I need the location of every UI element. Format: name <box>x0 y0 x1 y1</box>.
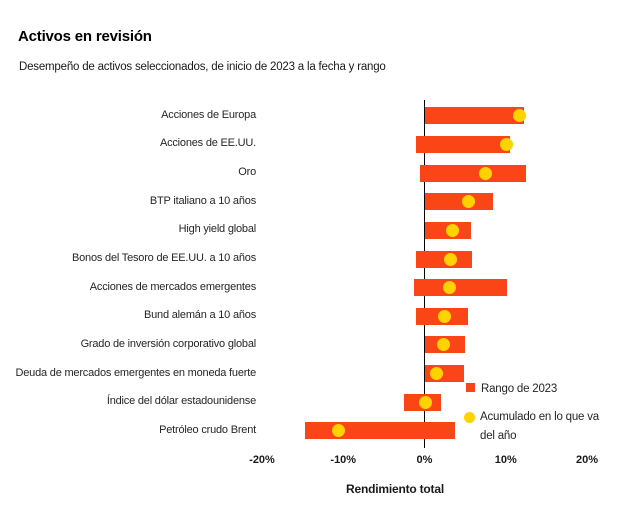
range-bar <box>305 422 456 440</box>
range-bar <box>420 164 527 182</box>
category-label: Índice del dólar estadounidense <box>106 395 256 408</box>
x-tick-label: 0% <box>416 454 433 466</box>
x-tick-label: -10% <box>330 454 357 466</box>
ytd-marker <box>444 252 457 266</box>
category-label: Acciones de Europa <box>161 108 256 121</box>
x-tick-label: 20% <box>575 454 599 466</box>
ytd-marker <box>331 424 345 438</box>
legend-ytd-label-line1: Acumulado en lo que va <box>480 411 599 423</box>
x-tick-label: -20% <box>249 454 275 466</box>
category-label: Deuda de mercados emergentes en moneda f… <box>15 366 257 379</box>
ytd-marker <box>438 309 452 323</box>
legend-item-ytd: Acumulado en lo que va del año <box>464 408 599 446</box>
category-label: Acciones de EE.UU. <box>159 137 256 150</box>
category-label: Grado de inversión corporativo global <box>80 337 257 350</box>
x-tick-label: 10% <box>494 454 517 466</box>
range-bar <box>413 279 507 297</box>
ytd-marker <box>418 395 432 409</box>
category-label: BTP italiano a 10 años <box>149 194 256 207</box>
ytd-marker <box>445 223 459 237</box>
range-bar <box>424 193 493 211</box>
ytd-marker <box>436 338 450 352</box>
range-swatch-icon <box>466 383 475 392</box>
category-label: Bonos del Tesoro de EE.UU. a 10 años <box>72 252 256 264</box>
ytd-marker-icon <box>464 412 475 423</box>
ytd-marker <box>461 195 475 209</box>
category-label: Oro <box>238 166 256 179</box>
legend-item-range: Rango de 2023 <box>466 380 557 399</box>
category-label: Petróleo crudo Brent <box>159 423 256 436</box>
legend-ytd-label-line2: del año <box>480 430 517 442</box>
category-label: High yield global <box>178 223 257 236</box>
ytd-marker <box>478 166 492 180</box>
category-label: Acciones de mercados emergentes <box>89 280 256 293</box>
page-title: Activos en revisión <box>18 28 152 45</box>
ytd-marker <box>443 281 457 295</box>
legend-range-label: Rango de 2023 <box>481 383 558 395</box>
zero-axis-line <box>423 100 425 448</box>
category-label: Bund alemán a 10 años <box>144 309 256 322</box>
x-axis-label: Rendimiento total <box>346 482 444 496</box>
chart-subtitle: Desempeño de activos seleccionados, de i… <box>19 61 386 73</box>
range-bar <box>415 250 472 268</box>
legend-ytd-label: Acumulado en lo que va del año <box>480 408 599 446</box>
ytd-marker <box>500 137 514 151</box>
ytd-marker <box>430 367 444 381</box>
ytd-marker <box>513 109 527 123</box>
range-bar <box>416 135 510 153</box>
range-bar <box>424 107 524 125</box>
